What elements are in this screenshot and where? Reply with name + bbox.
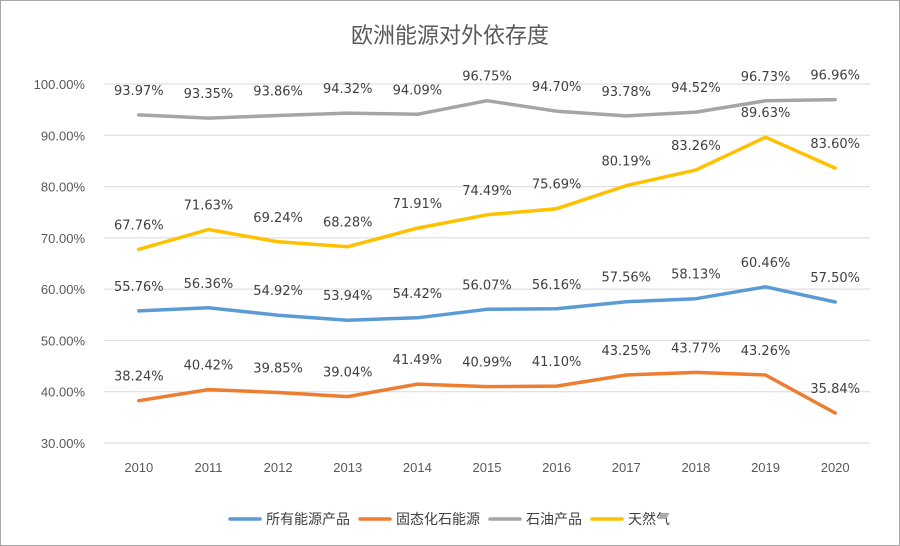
y-tick-label: 80.00% xyxy=(41,180,86,195)
data-label: 41.49% xyxy=(393,353,443,368)
data-label: 69.24% xyxy=(253,211,303,226)
data-label: 57.56% xyxy=(601,271,651,286)
data-label: 56.16% xyxy=(532,278,582,293)
data-label: 68.28% xyxy=(323,216,373,231)
data-label: 80.19% xyxy=(601,155,651,170)
data-label: 54.92% xyxy=(253,284,303,299)
data-label: 43.25% xyxy=(601,344,651,359)
chart-title: 欧洲能源对外依存度 xyxy=(351,24,549,49)
data-label: 96.75% xyxy=(462,70,512,85)
y-tick-label: 30.00% xyxy=(41,436,86,451)
data-label: 67.76% xyxy=(114,218,164,233)
data-label: 94.52% xyxy=(671,81,721,96)
x-tick-label: 2014 xyxy=(403,460,432,475)
legend-label: 石油产品 xyxy=(526,512,582,528)
data-label: 94.09% xyxy=(393,83,443,98)
data-label: 58.13% xyxy=(671,268,721,283)
series-line xyxy=(137,370,837,415)
data-label: 39.04% xyxy=(323,366,373,381)
x-tick-label: 2020 xyxy=(821,460,850,475)
data-label: 96.96% xyxy=(810,69,860,84)
legend-label: 天然气 xyxy=(628,511,670,528)
legend-label: 所有能源产品 xyxy=(266,512,350,528)
data-label: 39.85% xyxy=(253,361,303,376)
y-axis-ticks: 30.00% 40.00% 50.00% 60.00% 70.00% 80.00% 90.0… xyxy=(34,77,86,451)
data-label: 43.77% xyxy=(671,341,721,356)
data-label: 35.84% xyxy=(810,382,860,397)
y-tick-label: 40.00% xyxy=(41,385,86,400)
x-tick-label: 2013 xyxy=(333,460,362,475)
data-label: 94.32% xyxy=(323,82,373,97)
data-label: 83.26% xyxy=(671,139,721,154)
x-tick-label: 2015 xyxy=(473,460,502,475)
y-tick-label: 90.00% xyxy=(41,128,86,143)
data-label: 75.69% xyxy=(532,178,582,193)
data-label: 94.70% xyxy=(532,80,582,95)
data-label: 41.10% xyxy=(532,355,582,370)
x-tick-label: 2010 xyxy=(124,460,153,475)
data-label: 53.94% xyxy=(323,289,373,304)
data-label: 96.73% xyxy=(741,70,791,85)
data-label: 38.24% xyxy=(114,370,164,385)
data-label: 43.26% xyxy=(741,344,791,359)
data-label: 93.97% xyxy=(114,84,164,99)
data-label: 93.78% xyxy=(601,85,651,100)
x-tick-label: 2016 xyxy=(542,460,571,475)
data-label: 55.76% xyxy=(114,280,164,295)
y-tick-label: 50.00% xyxy=(41,333,86,348)
data-label: 89.63% xyxy=(741,106,791,121)
data-label: 56.36% xyxy=(184,277,234,292)
y-tick-label: 60.00% xyxy=(41,282,86,297)
series-lines xyxy=(137,97,837,415)
data-labels: 55.76% 56.36% 54.92% 53.94% 54.42% 56.07% 56.1… xyxy=(114,69,860,397)
series-line xyxy=(137,97,837,120)
data-label: 40.42% xyxy=(184,359,234,374)
data-label: 74.49% xyxy=(462,184,512,199)
y-tick-label: 100.00% xyxy=(34,77,86,92)
x-tick-label: 2018 xyxy=(681,460,710,475)
data-label: 54.42% xyxy=(393,287,443,302)
data-label: 57.50% xyxy=(810,271,860,286)
data-label: 60.46% xyxy=(741,256,791,271)
legend-label: 固态化石能源 xyxy=(396,512,480,528)
legend: 所有能源产品 固态化石能源 石油产品 天然气 xyxy=(228,511,670,528)
x-tick-label: 2012 xyxy=(264,460,293,475)
data-label: 71.91% xyxy=(393,197,443,212)
x-tick-label: 2011 xyxy=(194,460,222,475)
x-tick-label: 2019 xyxy=(751,460,780,475)
data-label: 93.86% xyxy=(253,84,303,99)
x-axis-ticks: 2010 2011 2012 2013 2014 2015 2016 2017 2018 2019… xyxy=(124,460,849,475)
x-tick-label: 2017 xyxy=(612,460,641,475)
data-label: 40.99% xyxy=(462,356,512,371)
data-label: 56.07% xyxy=(462,278,512,293)
data-label: 93.35% xyxy=(184,87,234,102)
data-label: 83.60% xyxy=(810,137,860,152)
y-tick-label: 70.00% xyxy=(41,231,86,246)
data-label: 71.63% xyxy=(184,198,234,213)
